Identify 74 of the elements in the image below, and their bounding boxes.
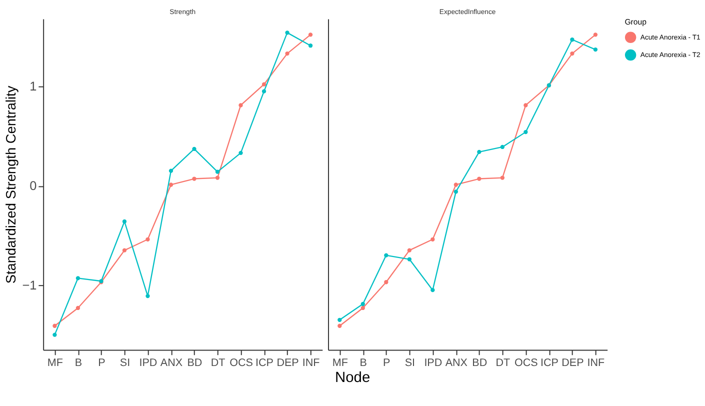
x-tick-label: B	[74, 356, 82, 369]
point	[570, 51, 574, 56]
point	[192, 176, 196, 181]
point	[500, 144, 505, 150]
point	[215, 176, 220, 180]
point	[524, 103, 528, 108]
x-tick-label: ANX	[160, 356, 183, 369]
point	[338, 318, 342, 322]
x-tick-label: INF	[302, 356, 320, 369]
x-tick-label: DT	[496, 356, 511, 369]
point	[146, 237, 150, 242]
x-tick-label: MF	[332, 356, 348, 369]
point	[430, 288, 435, 292]
point	[454, 190, 458, 194]
point	[146, 294, 150, 298]
x-tick-label: IPD	[424, 356, 442, 369]
x-tick-label: P	[98, 356, 106, 369]
y-tick-label: −1	[22, 278, 37, 293]
point	[122, 219, 127, 224]
point	[168, 182, 174, 187]
point	[524, 130, 528, 134]
point	[52, 332, 57, 337]
x-tick-label: B	[360, 356, 367, 369]
point	[360, 302, 365, 306]
point	[338, 324, 342, 328]
y-tick-label: 0	[30, 178, 37, 194]
legend-title: Group	[624, 18, 648, 27]
point	[262, 82, 266, 86]
x-tick-label: SI	[404, 356, 415, 369]
point	[285, 51, 290, 56]
x-tick-label: BD	[187, 356, 202, 369]
point	[477, 176, 482, 181]
x-tick-label: IPD	[139, 356, 158, 369]
point	[384, 280, 388, 284]
x-tick-label: OCS	[514, 356, 538, 369]
x-tick-label: MF	[47, 356, 64, 369]
point	[238, 103, 243, 108]
point	[570, 38, 574, 42]
x-tick-label: ICP	[256, 356, 274, 369]
point	[384, 253, 388, 258]
point	[76, 306, 80, 310]
point	[308, 32, 313, 37]
x-tick-label: DEP	[276, 356, 299, 369]
point	[215, 170, 220, 174]
point	[407, 257, 412, 262]
y-tick-label: 1	[30, 78, 37, 94]
point	[262, 89, 266, 94]
y-axis-title: Standardized Strength Centrality	[3, 86, 18, 284]
x-tick-label: OCS	[230, 356, 253, 369]
point	[430, 237, 435, 242]
point	[76, 276, 80, 280]
point	[477, 150, 482, 154]
x-axis-title: Node	[335, 370, 370, 386]
x-tick-label: BD	[472, 356, 488, 369]
x-tick-label: INF	[587, 356, 606, 369]
point	[454, 182, 458, 187]
x-tick-label: DEP	[562, 356, 584, 369]
x-tick-label: DT	[210, 356, 226, 369]
point	[593, 48, 598, 52]
point	[500, 176, 505, 180]
point	[407, 248, 412, 252]
point	[285, 30, 290, 35]
x-tick-label: P	[383, 356, 390, 369]
point	[238, 150, 243, 156]
point	[168, 168, 174, 173]
x-tick-label: ICP	[540, 356, 558, 369]
x-tick-label: ANX	[445, 356, 468, 369]
point	[192, 146, 196, 152]
point	[360, 306, 365, 310]
point	[122, 248, 127, 252]
point	[593, 32, 598, 37]
point	[52, 324, 57, 328]
point	[308, 44, 313, 48]
x-tick-label: SI	[120, 356, 130, 369]
